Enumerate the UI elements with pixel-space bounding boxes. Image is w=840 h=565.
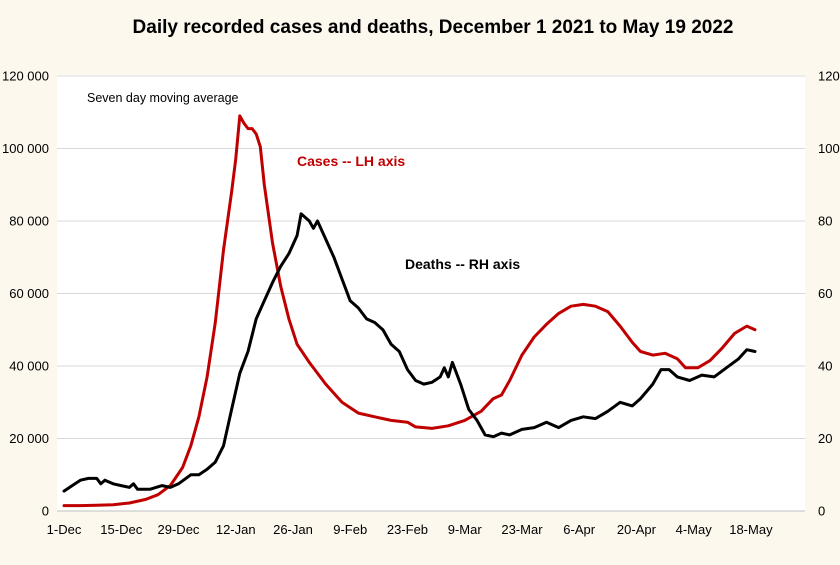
y-right-tick-label: 120	[818, 69, 840, 84]
y-left-tick-label: 100 000	[2, 141, 49, 156]
gridlines	[57, 75, 805, 439]
deaths-series-line	[62, 212, 757, 493]
x-tick-label: 4-May	[676, 522, 713, 537]
x-tick-label: 23-Mar	[501, 522, 543, 537]
deaths-series-annotation: Deaths -- RH axis	[405, 256, 520, 272]
y-right-tick-label: 80	[818, 214, 832, 229]
x-tick-label: 23-Feb	[387, 522, 428, 537]
x-tick-label: 6-Apr	[563, 522, 595, 537]
y-left-tick-label: 0	[42, 504, 49, 519]
series-layer	[62, 114, 757, 508]
y-right-tick-label: 0	[818, 504, 825, 519]
x-tick-label: 29-Dec	[158, 522, 200, 537]
x-tick-label: 12-Jan	[216, 522, 256, 537]
y-left-tick-label: 120 000	[2, 69, 49, 84]
x-tick-label: 9-Mar	[448, 522, 483, 537]
y-right-tick-label: 20	[818, 431, 832, 446]
y-left-tick-label: 40 000	[9, 359, 49, 374]
y-right-tick-label: 100	[818, 141, 840, 156]
axes: 0 0 20 000 20 40 000 40 60 000 60 80 000 80 100 00…	[2, 69, 840, 538]
x-tick-label: 9-Feb	[333, 522, 367, 537]
x-tick-label: 26-Jan	[273, 522, 313, 537]
y-right-tick-label: 40	[818, 359, 832, 374]
y-left-tick-label: 60 000	[9, 286, 49, 301]
y-left-tick-label: 80 000	[9, 214, 49, 229]
cases-series-line	[62, 114, 757, 508]
x-tick-label: 20-Apr	[617, 522, 657, 537]
x-tick-label: 15-Dec	[100, 522, 142, 537]
x-tick-label: 18-May	[729, 522, 773, 537]
chart-title: Daily recorded cases and deaths, Decembe…	[133, 17, 734, 38]
y-right-tick-label: 60	[818, 286, 832, 301]
y-left-tick-label: 20 000	[9, 431, 49, 446]
cases-series-annotation: Cases -- LH axis	[297, 153, 405, 169]
x-tick-label: 1-Dec	[47, 522, 82, 537]
chart-note: Seven day moving average	[87, 91, 239, 105]
